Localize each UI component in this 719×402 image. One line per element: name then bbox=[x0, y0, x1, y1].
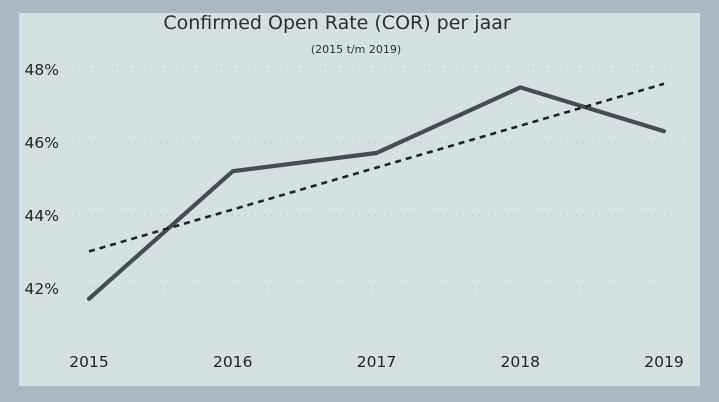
y-tick-label: 48% bbox=[25, 61, 59, 79]
y-tick-label: 44% bbox=[25, 207, 59, 225]
x-tick-label: 2016 bbox=[213, 353, 252, 371]
line-chart: Confirmed Open Rate (COR) per jaar (2015… bbox=[25, 13, 684, 371]
x-tick-label: 2018 bbox=[501, 353, 540, 371]
trend-line bbox=[88, 82, 665, 253]
chart-subtitle: (2015 t/m 2019) bbox=[311, 43, 401, 56]
y-tick-label: 42% bbox=[25, 280, 59, 298]
chart-panel: Confirmed Open Rate (COR) per jaar (2015… bbox=[19, 13, 700, 386]
x-tick-label: 2015 bbox=[69, 353, 108, 371]
chart-title: Confirmed Open Rate (COR) per jaar bbox=[163, 13, 511, 34]
x-tick-label: 2019 bbox=[644, 353, 683, 371]
x-tick-label: 2017 bbox=[357, 353, 396, 371]
y-tick-label: 46% bbox=[25, 134, 59, 152]
series-line bbox=[86, 85, 667, 301]
